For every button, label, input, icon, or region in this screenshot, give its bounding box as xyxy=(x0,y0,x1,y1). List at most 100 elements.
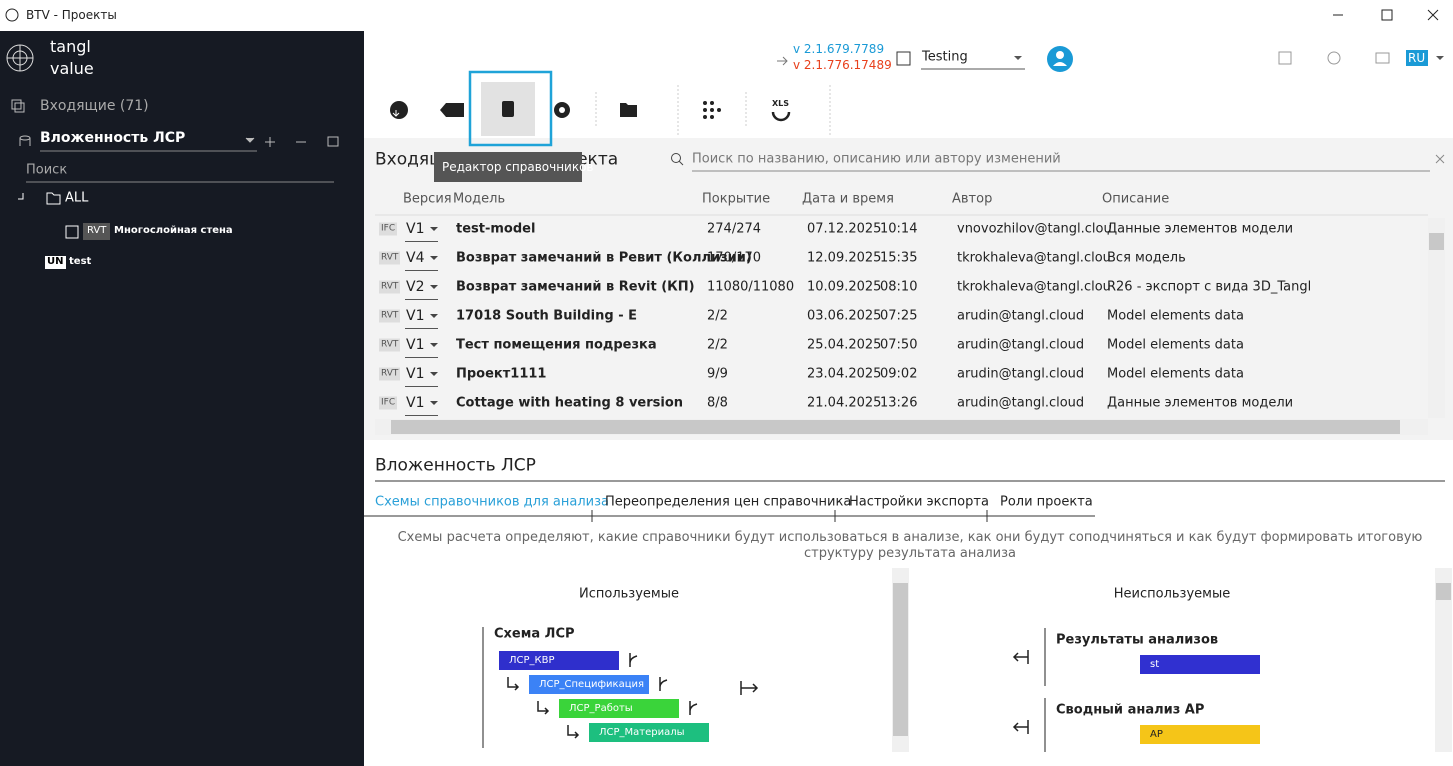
version-underline xyxy=(405,241,438,242)
search-input[interactable]: Поиск xyxy=(26,162,68,178)
cell-time: 08:10 xyxy=(880,279,918,295)
badge xyxy=(45,256,66,269)
tree-node[interactable]: test xyxy=(69,256,92,267)
column-header[interactable]: Описание xyxy=(1102,191,1170,207)
cell-version[interactable]: V1 xyxy=(406,308,425,324)
sidebar-icons xyxy=(11,99,339,239)
cell-time: 13:26 xyxy=(880,395,918,411)
inbox-link[interactable]: Входящие (71) xyxy=(40,98,149,114)
scheme-item[interactable] xyxy=(529,675,649,694)
column-header[interactable]: Модель xyxy=(453,191,506,207)
tab[interactable]: Схемы справочников для анализа xyxy=(375,494,609,510)
cell-model: Cottage with heating 8 version xyxy=(456,395,684,411)
cell-model: Тест помещения подрезка xyxy=(456,337,657,353)
cell-date: 12.09.2025 xyxy=(807,250,882,266)
cell-coverage: 9/9 xyxy=(707,366,728,382)
cell-format: RVT xyxy=(379,367,401,381)
scheme-item[interactable] xyxy=(499,651,619,670)
tab[interactable]: Роли проекта xyxy=(1000,494,1093,510)
tree-node[interactable]: ALL xyxy=(65,190,89,206)
column-title: Неиспользуемые xyxy=(1113,586,1231,602)
cell-coverage: 11080/11080 xyxy=(707,279,795,295)
cell-time: 15:35 xyxy=(880,250,918,266)
scheme-item[interactable] xyxy=(589,723,709,742)
cell-version[interactable]: V2 xyxy=(406,279,425,295)
cell-coverage: 2/2 xyxy=(707,337,728,353)
table-graphics xyxy=(375,153,1445,435)
scheme-name: Результаты анализов xyxy=(1056,632,1219,648)
cell-description: Model elements data xyxy=(1107,337,1244,353)
cell-date: 07.12.2025 xyxy=(807,221,882,237)
cell-author: vnovozhilov@tangl.clou xyxy=(957,221,1112,237)
scheme-name: Сводный анализ АР xyxy=(1056,702,1205,718)
cell-version[interactable]: V4 xyxy=(406,250,425,266)
cell-author: arudin@tangl.cloud xyxy=(957,366,1085,382)
scheme-item-label: ЛСР_Спецификация xyxy=(539,679,645,690)
badge-label: UN xyxy=(47,256,64,267)
version-caret xyxy=(430,372,438,376)
environment-select[interactable]: Testing xyxy=(922,49,968,65)
version-new[interactable]: v 2.1.776.17489 xyxy=(793,58,892,72)
cell-format: RVT xyxy=(379,338,401,352)
cell-author: tkrokhaleva@tangl.clou xyxy=(957,279,1111,295)
cell-date: 23.04.2025 xyxy=(807,366,882,382)
cell-time: 10:14 xyxy=(880,221,918,237)
version-caret xyxy=(430,401,438,405)
language-select[interactable]: RU xyxy=(1408,51,1426,65)
version-caret xyxy=(430,285,438,289)
cell-coverage: 2/2 xyxy=(707,308,728,324)
badge-label: RVT xyxy=(87,225,107,236)
column-header[interactable]: Автор xyxy=(952,191,993,207)
version-caret xyxy=(430,256,438,260)
cell-version[interactable]: V1 xyxy=(406,337,425,353)
scheme-item[interactable] xyxy=(1140,725,1260,744)
tree-node[interactable]: Многослойная стена xyxy=(114,225,233,236)
version-caret xyxy=(430,227,438,231)
version-underline xyxy=(405,328,438,329)
brand: tangl xyxy=(50,37,91,56)
scheme-item[interactable] xyxy=(1140,655,1260,674)
scheme-item-label: ЛСР_Материалы xyxy=(599,727,685,738)
cell-description: Вся модель xyxy=(1107,250,1186,266)
version-caret xyxy=(430,314,438,318)
cell-format: IFC xyxy=(379,396,398,410)
scheme-name: Схема ЛСР xyxy=(494,626,575,642)
column-header[interactable]: Дата и время xyxy=(802,191,894,207)
cell-version[interactable]: V1 xyxy=(406,221,425,237)
toolbar xyxy=(390,70,831,147)
sidebar xyxy=(0,31,364,766)
version-underline xyxy=(405,415,438,416)
cell-time: 07:25 xyxy=(880,308,918,324)
cell-description: Данные элементов модели xyxy=(1107,221,1294,237)
cell-description: Model elements data xyxy=(1107,308,1244,324)
column-header[interactable]: Покрытие xyxy=(702,191,771,207)
tab[interactable]: Настройки экспорта xyxy=(849,494,989,510)
cell-format: RVT xyxy=(379,309,401,323)
brand: value xyxy=(50,59,94,78)
cell-model: Возврат замечаний в Ревит (Коллизии) xyxy=(456,250,752,266)
cell-description: R26 - экспорт с вида 3D_Tangl xyxy=(1107,279,1312,295)
xls-icon-label[interactable]: XLS xyxy=(772,99,790,108)
version-underline xyxy=(405,299,438,300)
cell-version[interactable]: V1 xyxy=(406,366,425,382)
cell-model: 17018 South Building - E xyxy=(456,308,638,324)
column-header[interactable]: Версия xyxy=(403,191,452,207)
version-caret xyxy=(430,343,438,347)
scheme-item-label: AP xyxy=(1150,729,1163,740)
tab[interactable]: Переопределения цен справочника xyxy=(605,494,852,510)
scheme-item[interactable] xyxy=(559,699,679,718)
cell-author: tkrokhaleva@tangl.clou xyxy=(957,250,1111,266)
window-controls xyxy=(5,8,1439,22)
cell-version[interactable]: V1 xyxy=(406,395,425,411)
cell-model: Проект1111 xyxy=(456,366,547,382)
project-select[interactable]: Вложенность ЛСР xyxy=(40,130,186,146)
window-title: BTV - Проекты xyxy=(26,8,117,22)
column-title: Используемые xyxy=(579,586,679,602)
cell-author: arudin@tangl.cloud xyxy=(957,395,1085,411)
cell-description: Model elements data xyxy=(1107,366,1244,382)
search-input[interactable]: Поиск по названию, описанию или автору и… xyxy=(692,151,1061,167)
section-title: Вложенность ЛСР xyxy=(375,455,536,476)
cell-time: 07:50 xyxy=(880,337,918,353)
cell-coverage: 170/170 xyxy=(707,250,762,266)
